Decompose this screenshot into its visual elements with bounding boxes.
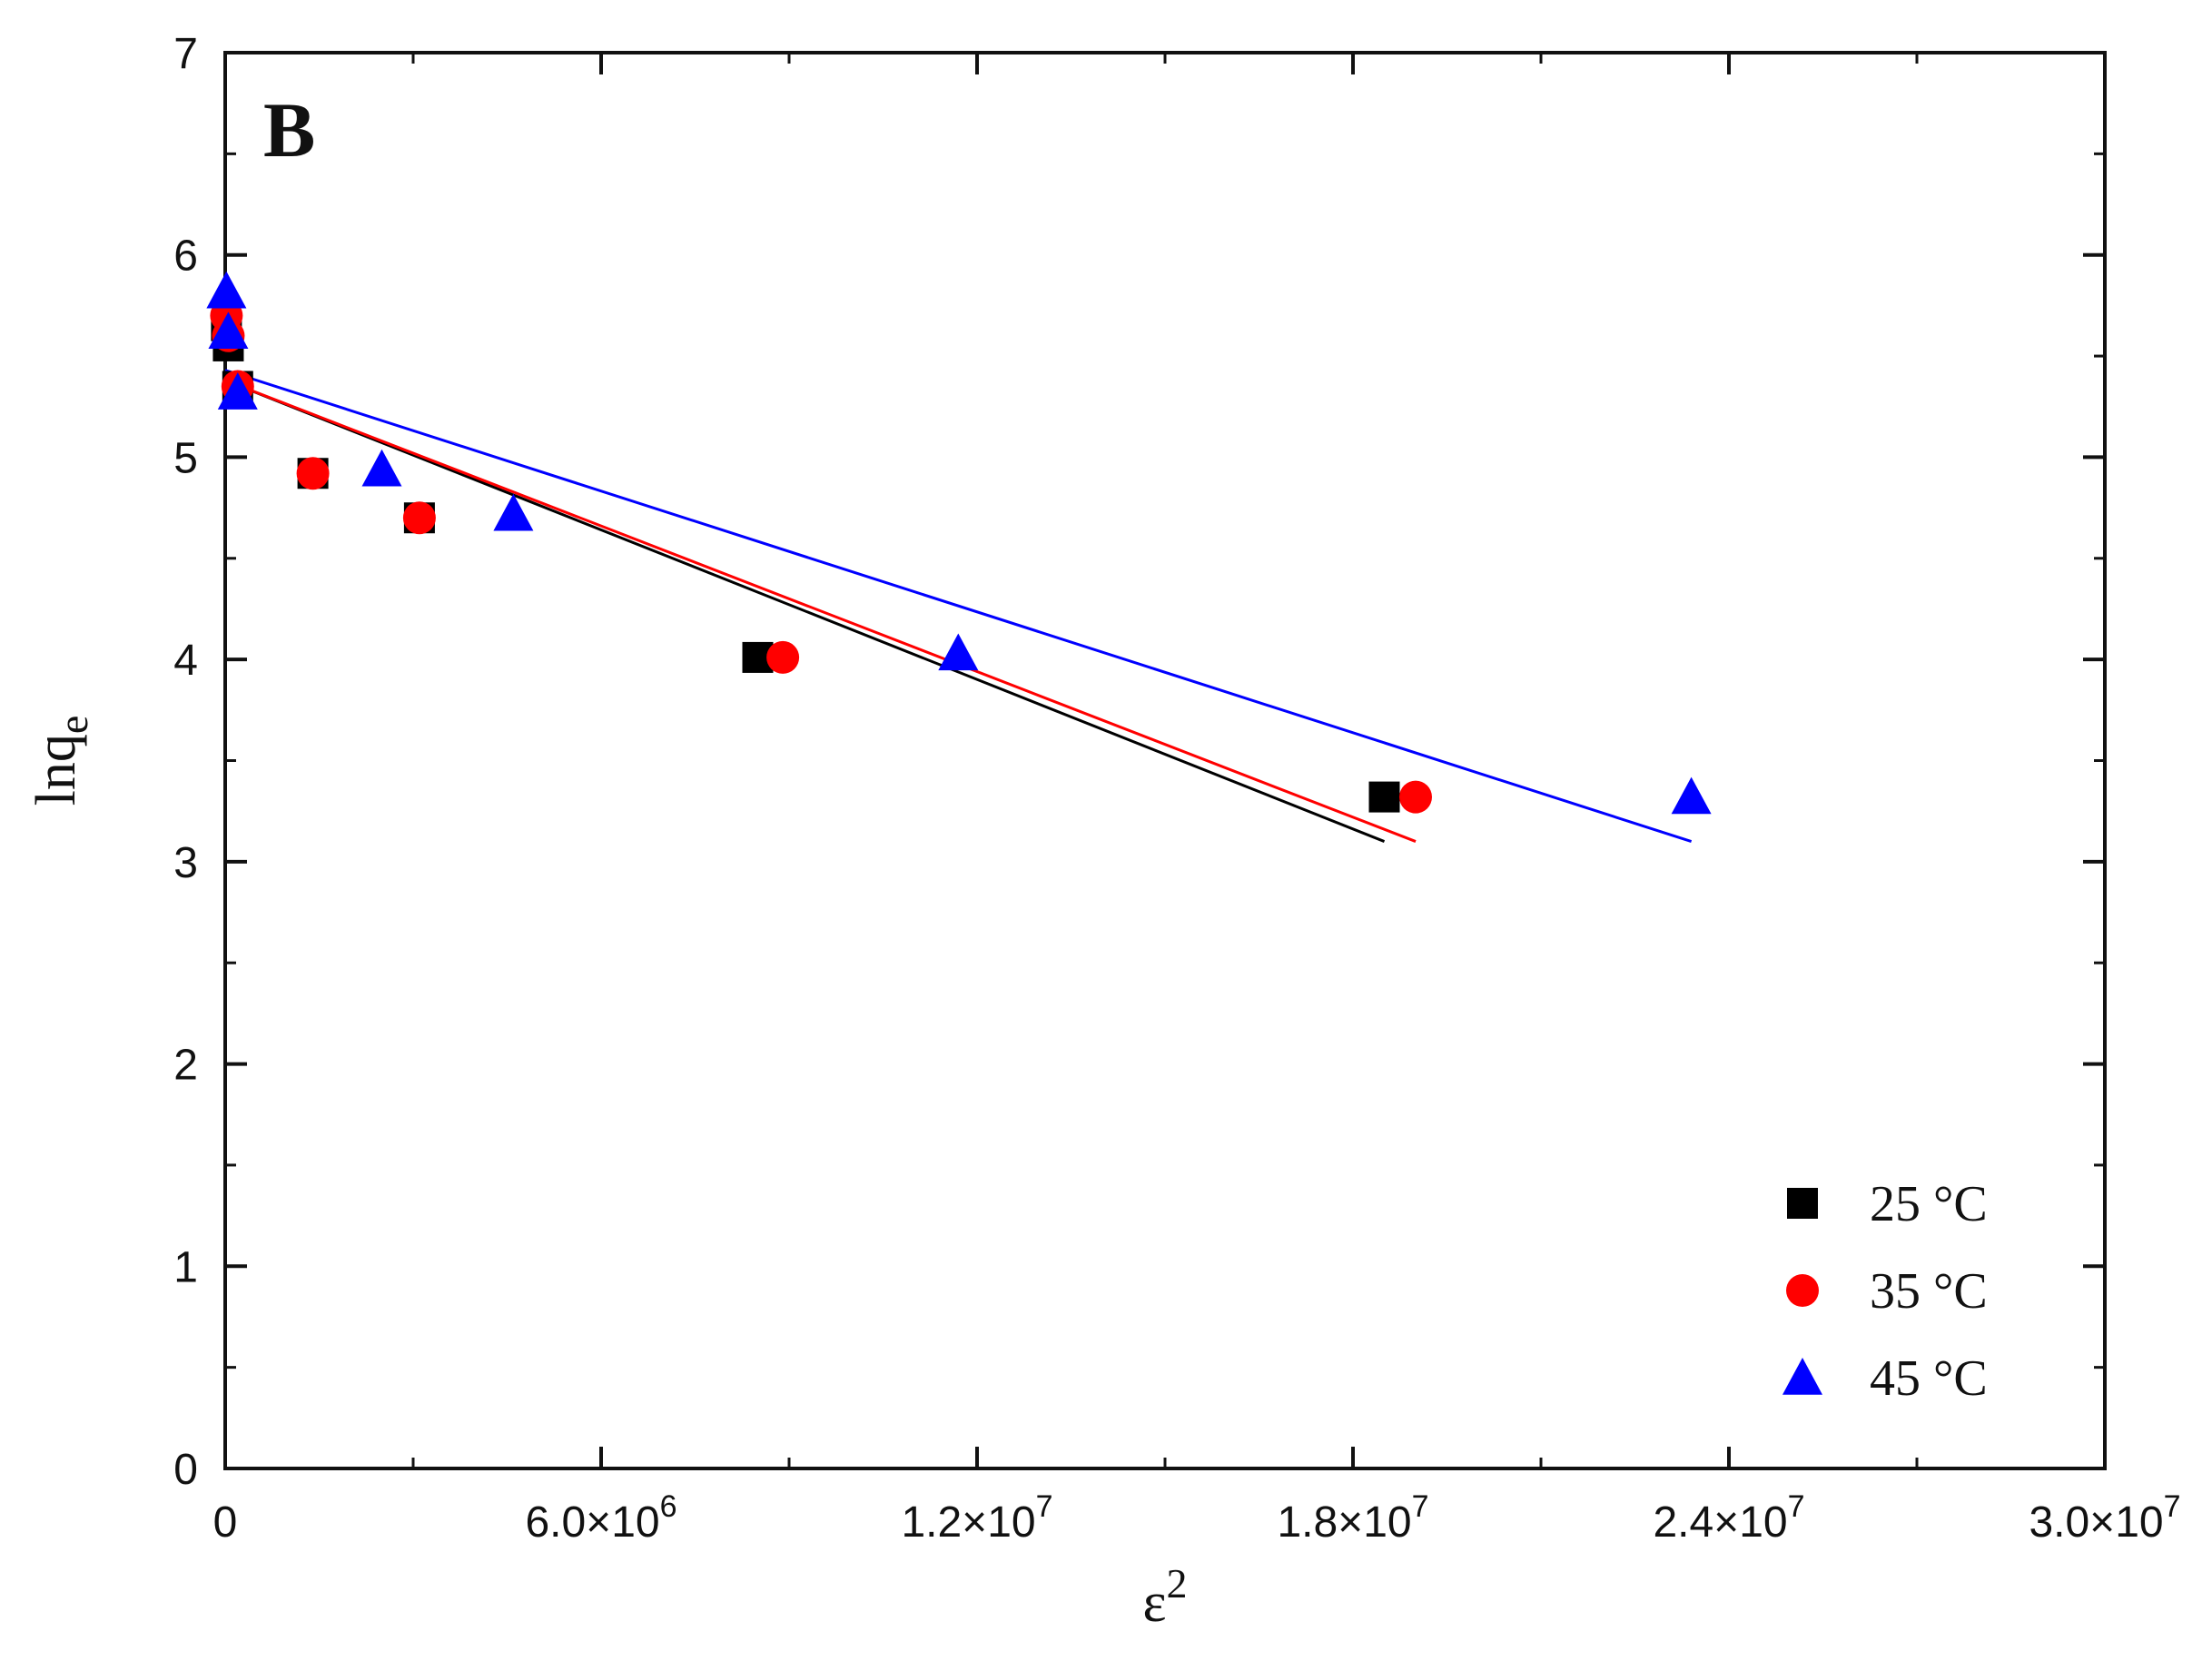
panel-label: B <box>263 86 315 173</box>
y-tick-label: 5 <box>173 434 198 482</box>
x-tick-label: 3.0×107 <box>2029 1489 2180 1547</box>
legend-label-0: 25 °C <box>1870 1176 1988 1232</box>
legend-marker-2 <box>1782 1358 1822 1395</box>
legend: 25 °C 35 °C 45 °C <box>1782 1176 1988 1407</box>
x-tick-label: 2.4×107 <box>1653 1489 1804 1547</box>
y-axis-title: lnqe <box>25 716 96 806</box>
point-series-1 <box>766 640 800 674</box>
y-tick-label: 3 <box>173 839 198 887</box>
point-series-2 <box>938 633 979 671</box>
data-points <box>206 271 1712 815</box>
point-series-0 <box>1368 781 1400 813</box>
point-series-1 <box>402 501 436 535</box>
plot-frame <box>223 51 2107 1470</box>
point-series-2 <box>206 271 247 309</box>
fit-line-series-2 <box>224 369 1693 844</box>
point-series-2 <box>361 449 402 487</box>
point-series-1 <box>1399 780 1432 814</box>
y-tick-label: 4 <box>173 637 198 685</box>
x-tick-label: 1.8×107 <box>1277 1489 1428 1547</box>
axes: 0 1 2 3 4 5 6 7 0 6.0×106 1.2×107 1.8×107 2.4×107 3.0… <box>25 30 2181 1634</box>
legend-marker-0 <box>1787 1188 1818 1219</box>
x-tick-label: 6.0×106 <box>525 1489 676 1547</box>
point-series-2 <box>217 372 258 410</box>
x-tick-label: 1.2×107 <box>901 1489 1052 1547</box>
fit-line-series-1 <box>224 379 1417 843</box>
point-series-2 <box>1671 776 1712 815</box>
point-series-2 <box>493 493 534 531</box>
x-tick-label: 0 <box>213 1498 238 1547</box>
y-tick-label: 1 <box>173 1243 198 1291</box>
legend-label-1: 35 °C <box>1870 1263 1988 1320</box>
x-axis-title: ε2 <box>1142 1560 1187 1634</box>
legend-label-2: 45 °C <box>1870 1350 1988 1407</box>
fit-line-series-0 <box>224 379 1386 843</box>
point-series-2 <box>208 311 249 350</box>
y-tick-label: 6 <box>173 232 198 281</box>
y-tick-label: 0 <box>173 1446 198 1494</box>
point-series-1 <box>296 457 330 490</box>
y-tick-label: 2 <box>173 1042 198 1090</box>
fit-lines <box>224 369 1693 844</box>
legend-marker-1 <box>1786 1274 1819 1307</box>
y-tick-label: 7 <box>173 30 198 78</box>
